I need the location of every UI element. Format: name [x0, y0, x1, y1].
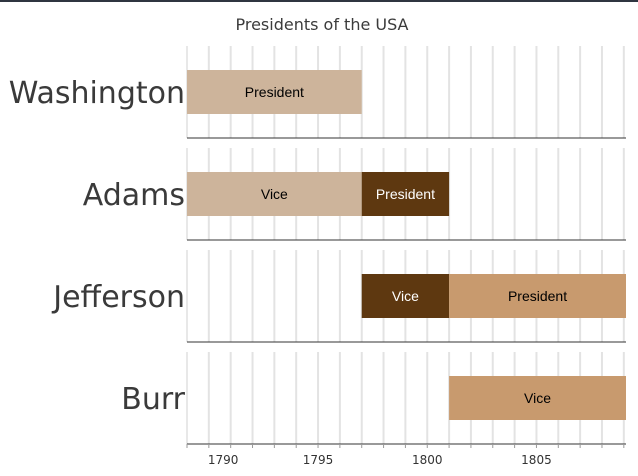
x-tick-label: 1790	[208, 453, 239, 467]
bar-label: President	[376, 186, 435, 202]
row-labels: Washington Adams Jefferson Burr	[9, 76, 186, 417]
bar-label: Vice	[392, 288, 419, 304]
bar-label: President	[508, 288, 567, 304]
row-label-jefferson: Jefferson	[51, 280, 185, 315]
x-tick-label: 1805	[521, 453, 552, 467]
row-label-adams: Adams	[83, 178, 185, 213]
row-label-burr: Burr	[121, 382, 185, 417]
bar-label: Vice	[261, 186, 288, 202]
bar-label: Vice	[524, 390, 551, 406]
chart-title: Presidents of the USA	[235, 15, 408, 34]
bar-label: President	[245, 84, 304, 100]
x-tick-label: 1800	[412, 453, 443, 467]
row-label-washington: Washington	[9, 76, 185, 111]
x-axis-ticks: 1790 1795 1800 1805	[187, 444, 624, 467]
x-tick-label: 1795	[303, 453, 334, 467]
